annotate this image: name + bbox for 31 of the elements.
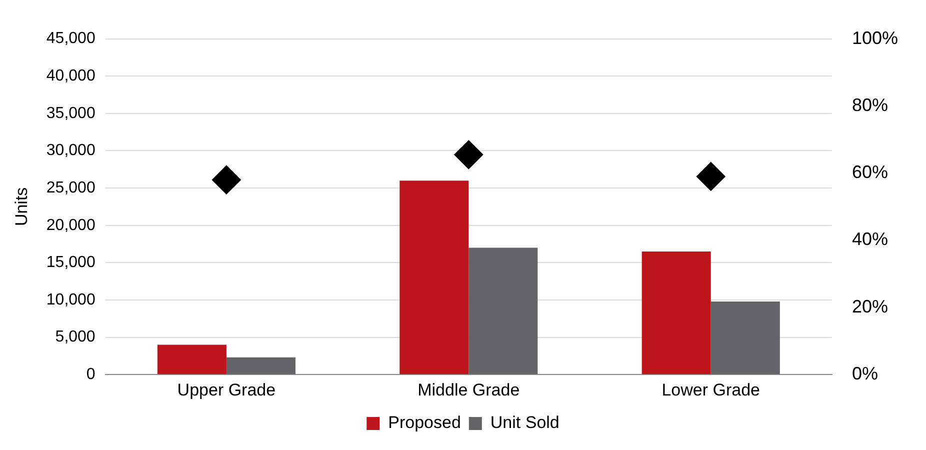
y-axis-title: Units (12, 187, 31, 226)
point (454, 140, 484, 170)
point (696, 162, 726, 191)
y-tick-label: 25,000 (46, 179, 96, 196)
y2-tick-label: 60% (852, 162, 888, 182)
bar (642, 251, 711, 374)
bar (710, 301, 780, 374)
bar (157, 344, 226, 374)
y-tick-label: 10,000 (46, 291, 96, 308)
bar (468, 248, 538, 374)
y-tick-label: 40,000 (46, 68, 96, 85)
legend-label: Unit Sold (490, 413, 560, 432)
x-tick-label: Lower Grade (662, 380, 760, 400)
y-tick-label: 35,000 (46, 104, 96, 122)
y-tick-label: 45,000 (46, 30, 96, 48)
y2-tick-label: 20% (852, 296, 888, 316)
bar (226, 357, 296, 374)
y-tick-label: 30,000 (46, 142, 96, 160)
x-tick-label: Upper Grade (177, 380, 276, 400)
bar (400, 180, 469, 374)
y2-tick-label: 40% (852, 229, 888, 250)
y2-tick-label: 0% (852, 364, 878, 384)
y-tick-label: 20,000 (46, 216, 96, 234)
legend-label: Proposed (388, 413, 461, 432)
y-tick-label: 15,000 (46, 254, 96, 272)
y-tick-label: 5,000 (55, 328, 96, 346)
point (212, 165, 241, 194)
x-tick-label: Middle Grade (418, 380, 520, 400)
y2-tick-label: 80% (852, 94, 888, 115)
y2-tick-label: 100% (852, 28, 898, 48)
y-tick-label: 0 (86, 366, 96, 384)
